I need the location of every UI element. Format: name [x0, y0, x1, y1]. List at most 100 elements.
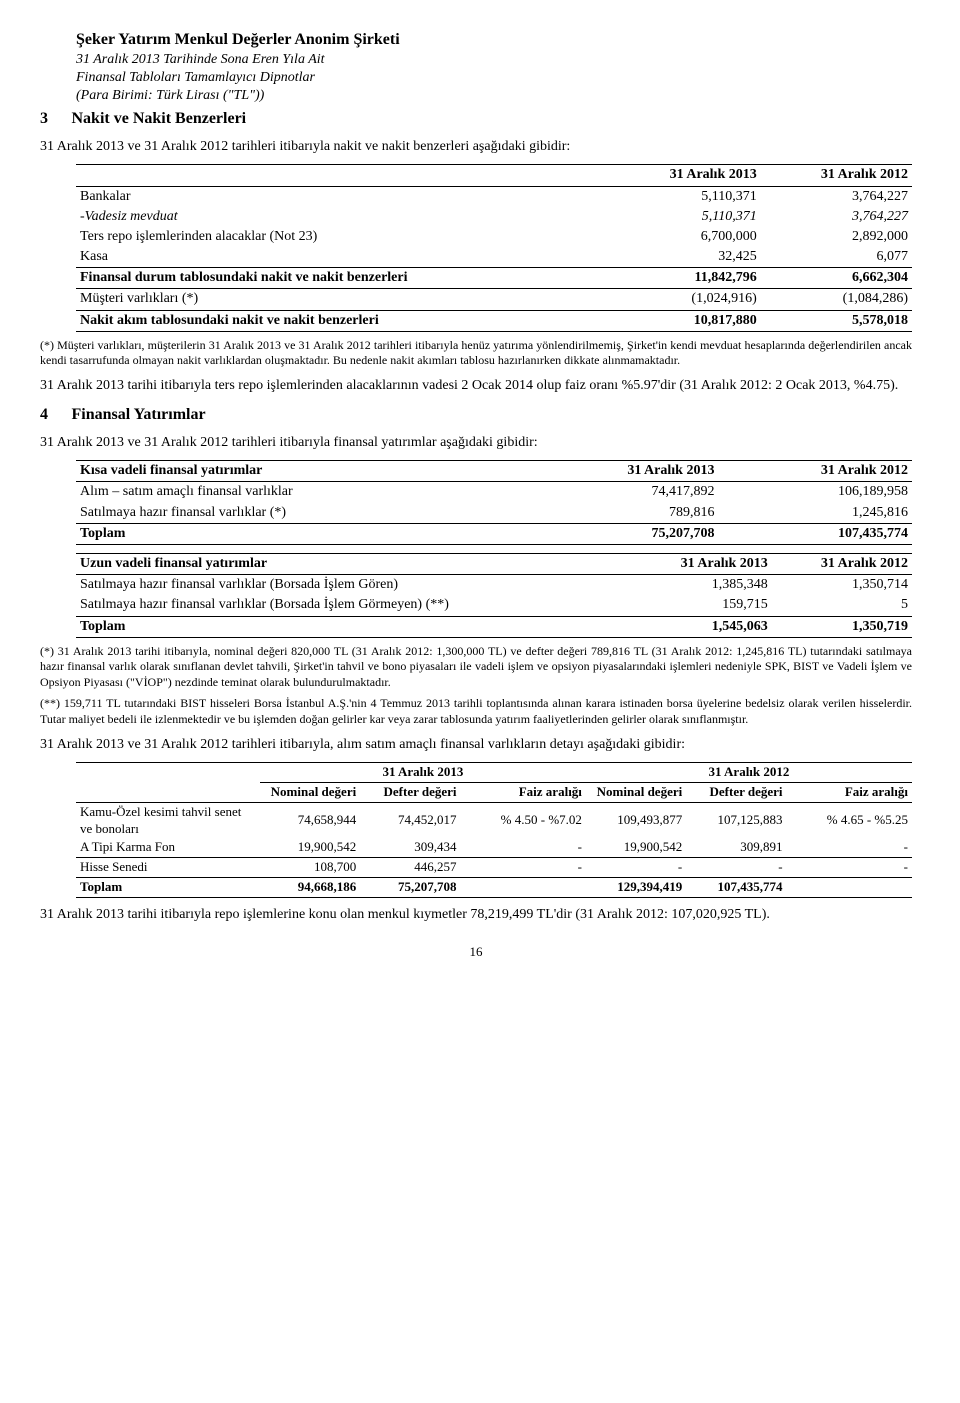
short-total-label: Toplam: [76, 523, 525, 544]
total-v1: 10,817,880: [609, 310, 760, 331]
total-v2: 5,578,018: [761, 310, 912, 331]
section4-num: 4: [40, 405, 68, 426]
d-label: Hisse Senedi: [76, 858, 260, 878]
d-n1: 108,700: [260, 858, 360, 878]
th-2013: 31 Aralık 2013: [609, 165, 760, 186]
table3-wrap: 31 Aralık 2013 31 Aralık 2012 Bankalar 5…: [76, 164, 912, 332]
row-v1: 5,110,371: [609, 207, 760, 227]
d-label: Kamu-Özel kesimi tahvil senet ve bonolar…: [76, 802, 260, 838]
sec3-footnote: (*) Müşteri varlıkları, müşterilerin 31 …: [40, 338, 912, 369]
h-def: Defter değeri: [360, 782, 460, 802]
row-v2: 3,764,227: [761, 186, 912, 207]
d-total-d2: 107,435,774: [686, 878, 786, 898]
d-d2: 309,891: [686, 838, 786, 857]
page-number: 16: [40, 944, 912, 961]
row-v2: 5: [772, 595, 912, 616]
section3-title: Nakit ve Nakit Benzerleri: [72, 109, 247, 130]
row-label: Bankalar: [76, 186, 609, 207]
row-label: Satılmaya hazır finansal varlıklar (Bors…: [76, 595, 632, 616]
total-label: Nakit akım tablosundaki nakit ve nakit b…: [76, 310, 609, 331]
d-f1: -: [461, 838, 586, 857]
row-v2: 3,764,227: [761, 207, 912, 227]
section-4: 4 Finansal Yatırımlar: [40, 405, 912, 426]
h-faiz2: Faiz aralığı: [787, 782, 912, 802]
header-line1: 31 Aralık 2013 Tarihinde Sona Eren Yıla …: [76, 51, 912, 69]
section-3: 3 Nakit ve Nakit Benzerleri: [40, 109, 912, 130]
row-label: Alım – satım amaçlı finansal varlıklar: [76, 482, 525, 503]
doc-header: Şeker Yatırım Menkul Değerler Anonim Şir…: [76, 30, 912, 105]
th-2012: 31 Aralık 2012: [761, 165, 912, 186]
musteri-v1: (1,024,916): [609, 289, 760, 310]
header-line3: (Para Birimi: Türk Lirası ("TL")): [76, 87, 912, 105]
blank: [76, 782, 260, 802]
row-v1: 789,816: [525, 503, 719, 524]
d-f1: -: [461, 858, 586, 878]
d-d2: 107,125,883: [686, 802, 786, 838]
sec3-para2: 31 Aralık 2013 tarihi itibarıyla ters re…: [40, 377, 912, 395]
row-v1: 32,425: [609, 247, 760, 268]
d-label: A Tipi Karma Fon: [76, 838, 260, 857]
cash-table: 31 Aralık 2013 31 Aralık 2012 Bankalar 5…: [76, 164, 912, 332]
detail-table: 31 Aralık 2013 31 Aralık 2012 Nominal de…: [76, 762, 912, 898]
blank: [76, 762, 260, 782]
d-total-d1: 75,207,708: [360, 878, 460, 898]
long-total-label: Toplam: [76, 616, 632, 637]
section3-intro: 31 Aralık 2013 ve 31 Aralık 2012 tarihle…: [40, 138, 912, 156]
row-label: Satılmaya hazır finansal varlıklar (Bors…: [76, 575, 632, 596]
d-n2: 19,900,542: [586, 838, 686, 857]
long-total-v2: 1,350,719: [772, 616, 912, 637]
d-total-f2: [787, 878, 912, 898]
row-v1: 1,385,348: [632, 575, 772, 596]
detail-table-wrap: 31 Aralık 2013 31 Aralık 2012 Nominal de…: [76, 762, 912, 898]
subtotal-label: Finansal durum tablosundaki nakit ve nak…: [76, 268, 609, 289]
d-total-n2: 129,394,419: [586, 878, 686, 898]
h-nom2: Nominal değeri: [586, 782, 686, 802]
row-v2: 2,892,000: [761, 227, 912, 247]
row-v2: 1,245,816: [718, 503, 912, 524]
musteri-v2: (1,084,286): [761, 289, 912, 310]
h-faiz: Faiz aralığı: [461, 782, 586, 802]
sec4-foot-star: (*) 31 Aralık 2013 tarihi itibarıyla, no…: [40, 644, 912, 691]
row-v2: 1,350,714: [772, 575, 912, 596]
th-2013: 31 Aralık 2013: [632, 553, 772, 574]
row-label: Satılmaya hazır finansal varlıklar (*): [76, 503, 525, 524]
d-d1: 74,452,017: [360, 802, 460, 838]
d-n2: -: [586, 858, 686, 878]
long-h: Uzun vadeli finansal yatırımlar: [76, 553, 632, 574]
short-h: Kısa vadeli finansal yatırımlar: [76, 461, 525, 482]
header-line2: Finansal Tabloları Tamamlayıcı Dipnotlar: [76, 69, 912, 87]
d-d1: 446,257: [360, 858, 460, 878]
d-total-label: Toplam: [76, 878, 260, 898]
d-n2: 109,493,877: [586, 802, 686, 838]
short-table-wrap: Kısa vadeli finansal yatırımlar 31 Aralı…: [76, 460, 912, 545]
y2012: 31 Aralık 2012: [586, 762, 912, 782]
d-f2: -: [787, 838, 912, 857]
row-v2: 106,189,958: [718, 482, 912, 503]
th-2012: 31 Aralık 2012: [718, 461, 912, 482]
d-n1: 19,900,542: [260, 838, 360, 857]
row-v1: 5,110,371: [609, 186, 760, 207]
row-v2: 6,077: [761, 247, 912, 268]
row-label: -Vadesiz mevduat: [76, 207, 609, 227]
h-def2: Defter değeri: [686, 782, 786, 802]
subtotal-v2: 6,662,304: [761, 268, 912, 289]
sec4-intro: 31 Aralık 2013 ve 31 Aralık 2012 tarihle…: [40, 434, 912, 452]
short-total-v2: 107,435,774: [718, 523, 912, 544]
long-total-v1: 1,545,063: [632, 616, 772, 637]
sec4-foot-dstar: (**) 159,711 TL tutarındaki BIST hissele…: [40, 696, 912, 727]
d-n1: 74,658,944: [260, 802, 360, 838]
section4-title: Finansal Yatırımlar: [72, 405, 206, 426]
long-inv-table: Uzun vadeli finansal yatırımlar 31 Aralı…: [76, 553, 912, 638]
d-total-f1: [461, 878, 586, 898]
subtotal-v1: 11,842,796: [609, 268, 760, 289]
row-v1: 159,715: [632, 595, 772, 616]
d-total-n1: 94,668,186: [260, 878, 360, 898]
d-d2: -: [686, 858, 786, 878]
row-label: Ters repo işlemlerinden alacaklar (Not 2…: [76, 227, 609, 247]
sec4-detail-intro: 31 Aralık 2013 ve 31 Aralık 2012 tarihle…: [40, 736, 912, 754]
sec4-closing: 31 Aralık 2013 tarihi itibarıyla repo iş…: [40, 906, 912, 924]
d-f2: % 4.65 - %5.25: [787, 802, 912, 838]
d-f1: % 4.50 - %7.02: [461, 802, 586, 838]
long-table-wrap: Uzun vadeli finansal yatırımlar 31 Aralı…: [76, 553, 912, 638]
h-nom: Nominal değeri: [260, 782, 360, 802]
